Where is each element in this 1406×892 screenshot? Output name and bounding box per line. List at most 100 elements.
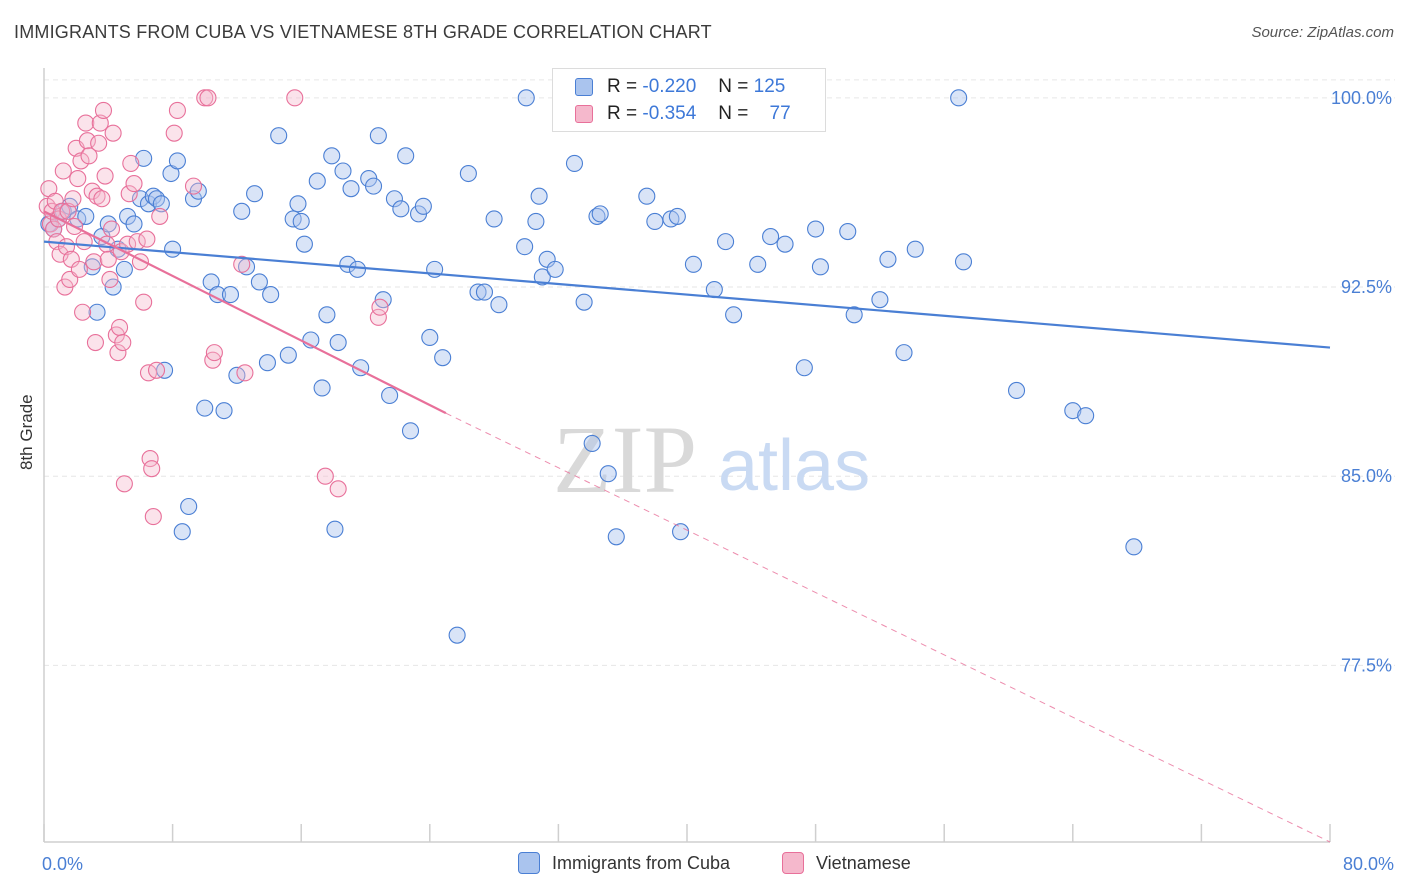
data-point-cuba (215, 402, 233, 420)
data-point-vietnamese (93, 190, 111, 208)
data-point-cuba (385, 190, 403, 208)
data-point-vietnamese (233, 255, 251, 273)
trend-line-cuba (43, 240, 1331, 349)
data-point-vietnamese (144, 508, 162, 526)
data-point-cuba (546, 260, 564, 278)
data-point-cuba (434, 349, 452, 367)
data-point-vietnamese (205, 344, 223, 362)
watermark-zip: ZIP (553, 406, 697, 513)
data-point-cuba (565, 154, 584, 172)
data-point-cuba (279, 346, 297, 364)
data-point-cuba (414, 197, 432, 215)
data-point-cuba (725, 306, 743, 324)
data-point-cuba (339, 255, 357, 273)
data-point-vietnamese (151, 207, 169, 225)
correlation-legend: R = -0.220 N = 125 R = -0.354 N = 77 (552, 68, 826, 132)
x-tick-labels: 0.0% 80.0% (42, 854, 1394, 874)
data-point-vietnamese (109, 344, 127, 362)
source-label: Source: ZipAtlas.com (1251, 24, 1394, 41)
data-point-vietnamese (122, 154, 140, 172)
data-point-cuba (421, 328, 439, 347)
y-tick-label: 100.0% (1331, 88, 1392, 108)
data-point-cuba (1064, 402, 1082, 420)
data-point-cuba (485, 210, 503, 228)
y-tick-label: 85.0% (1341, 466, 1392, 486)
data-point-cuba (607, 528, 625, 546)
legend-n-value: 125 (753, 76, 786, 97)
trend-line-vietnamese-extension (445, 412, 1331, 843)
data-point-cuba (668, 207, 686, 225)
data-point-cuba (292, 212, 310, 230)
series-legend-vietnamese[interactable]: Vietnamese (782, 852, 911, 874)
data-point-cuba (115, 260, 133, 278)
data-point-vietnamese (168, 101, 186, 120)
data-point-vietnamese (184, 177, 203, 195)
data-point-vietnamese (120, 185, 138, 203)
data-point-vietnamese (316, 467, 334, 485)
data-point-cuba (196, 399, 214, 417)
axes (43, 68, 1331, 843)
watermark-atlas: atlas (718, 426, 870, 506)
data-point-cuba (807, 220, 825, 238)
data-point-vietnamese (86, 333, 104, 352)
data-point-cuba (879, 250, 897, 268)
data-point-cuba (1125, 538, 1143, 556)
data-point-cuba (762, 228, 780, 246)
data-point-cuba (233, 202, 251, 220)
data-point-cuba (99, 215, 117, 233)
data-point-cuba (795, 359, 813, 377)
data-point-cuba (638, 187, 656, 205)
data-point-vietnamese (236, 364, 254, 382)
data-point-cuba (329, 333, 347, 352)
legend-r-value: -0.354 (642, 103, 697, 124)
data-point-vietnamese (70, 260, 88, 278)
data-point-vietnamese (114, 333, 132, 352)
data-point-vietnamese (99, 250, 117, 268)
series-legend: Immigrants from Cuba Vietnamese (0, 852, 1406, 878)
data-point-vietnamese (165, 124, 183, 142)
legend-row-cuba: R = -0.220 N = 125 (575, 76, 785, 98)
data-point-cuba (1077, 407, 1095, 425)
data-point-vietnamese (72, 152, 90, 170)
data-point-vietnamese (91, 114, 109, 132)
data-point-vietnamese (98, 235, 116, 253)
legend-row-vietnamese: R = -0.354 N = 77 (575, 103, 791, 125)
series-swatch-vietnamese (782, 852, 804, 874)
y-tick-label: 92.5% (1341, 277, 1392, 297)
data-point-cuba (295, 235, 313, 253)
data-point-cuba (575, 293, 593, 311)
data-point-cuba (533, 268, 551, 286)
data-point-vietnamese (371, 298, 389, 316)
data-point-vietnamese (75, 233, 93, 251)
data-point-cuba (189, 182, 207, 200)
data-point-cuba (839, 222, 857, 241)
data-point-cuba (381, 386, 399, 405)
data-point-vietnamese (69, 170, 87, 188)
data-point-cuba (811, 258, 829, 276)
data-point-cuba (125, 215, 143, 233)
data-point-cuba (845, 306, 863, 324)
data-point-cuba (364, 177, 383, 195)
data-point-cuba (776, 235, 794, 253)
data-point-cuba (401, 422, 420, 440)
data-point-cuba (77, 207, 95, 225)
data-point-cuba (342, 180, 360, 198)
data-point-cuba (369, 127, 387, 145)
data-point-vietnamese (135, 293, 153, 311)
x-tick-label: 0.0% (42, 854, 83, 874)
data-point-cuba (173, 523, 191, 541)
data-point-vietnamese (64, 190, 82, 208)
data-point-cuba (469, 283, 487, 301)
data-point-vietnamese (138, 230, 156, 248)
data-point-cuba (1007, 381, 1026, 400)
data-point-cuba (871, 291, 889, 309)
data-point-vietnamese (101, 270, 119, 289)
data-point-cuba (147, 190, 166, 208)
legend-r-label: R = (607, 103, 638, 124)
data-point-vietnamese (54, 162, 72, 180)
data-point-vietnamese (90, 134, 108, 152)
data-point-cuba (326, 520, 344, 538)
data-point-cuba (517, 89, 535, 107)
series-legend-cuba[interactable]: Immigrants from Cuba (518, 852, 730, 874)
